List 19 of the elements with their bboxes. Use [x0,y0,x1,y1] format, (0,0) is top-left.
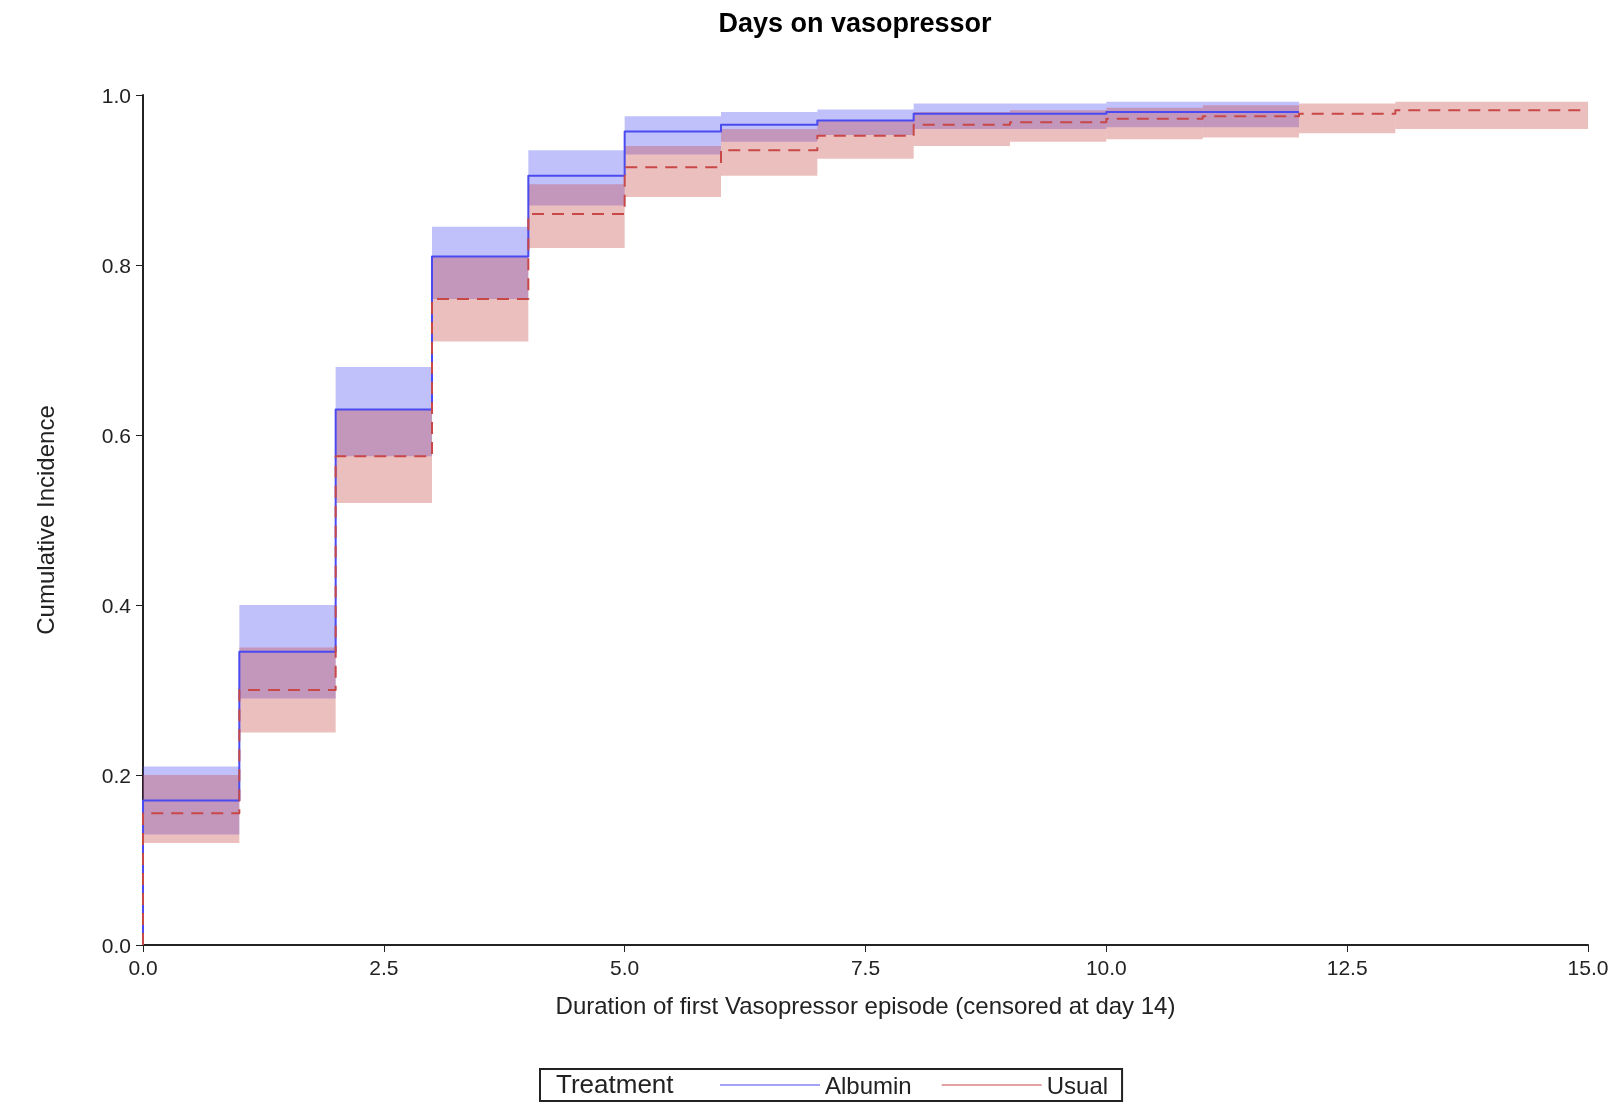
y-tick-label: 0.6 [101,423,131,447]
y-tick-label: 0.8 [101,253,131,277]
y-tick-label: 0.4 [101,593,132,617]
legend-label: Usual [1046,1071,1109,1099]
chart-title: Days on vasopressor [718,7,993,38]
y-axis-title: Cumulative Incidence [31,405,59,635]
x-axis-title: Duration of first Vasopressor episode (censored at day 14) [555,991,1176,1019]
x-tick-label: 12.5 [1326,956,1368,979]
y-tick-label: 1.0 [101,83,131,107]
x-tick-label: 15.0 [1567,956,1609,979]
x-tick-label: 7.5 [850,956,881,979]
legend-label: Albumin [825,1071,912,1099]
x-tick-label: 10.0 [1085,956,1127,979]
x-tick-label: 2.5 [369,956,399,979]
x-tick-label: 5.0 [610,956,640,979]
y-tick-label: 0.2 [101,763,131,787]
y-tick-label: 0.0 [101,933,131,957]
legend-title: Treatment [556,1069,675,1099]
x-tick-label: 0.0 [128,956,158,979]
